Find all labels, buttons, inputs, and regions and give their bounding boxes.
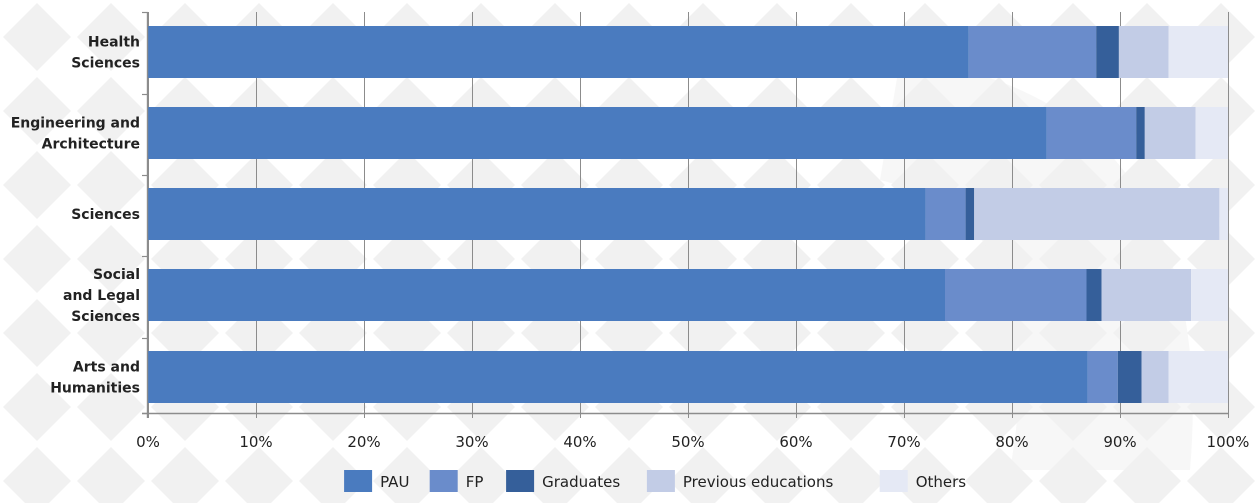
category-label: Sciences — [71, 207, 140, 223]
bar-segment — [1219, 188, 1228, 240]
legend-swatch — [646, 470, 675, 492]
legend-label: FP — [466, 473, 484, 491]
bar-segment — [1141, 351, 1169, 403]
bar-segment — [1101, 269, 1192, 321]
legend-label: Graduates — [542, 473, 620, 491]
category-label: Social and Legal Sciences — [63, 267, 140, 325]
bar-segment — [1168, 351, 1228, 403]
legend-label: Others — [916, 473, 967, 491]
axes — [142, 11, 1229, 418]
legend-item: Graduates — [506, 470, 620, 492]
x-tick-label: 80% — [995, 433, 1028, 451]
legend-item: FP — [429, 470, 484, 492]
bar-segment — [1191, 269, 1228, 321]
x-tick-label: 70% — [887, 433, 920, 451]
legend-label: PAU — [380, 473, 409, 491]
bar-segment — [1168, 26, 1228, 78]
bar-segment — [1195, 107, 1228, 159]
legend-item: Previous educations — [646, 470, 834, 492]
category-label: Arts and Humanities — [50, 360, 140, 397]
bar-segment — [965, 188, 975, 240]
legend-swatch — [429, 470, 458, 492]
bar-segment — [148, 351, 1088, 403]
bar-segment — [1136, 107, 1145, 159]
x-tick-label: 40% — [563, 433, 596, 451]
x-tick-label: 10% — [239, 433, 272, 451]
category-label: Health Sciences — [71, 35, 140, 72]
category-labels: Health Sciences Engineering and Architectur… — [11, 35, 140, 397]
x-tick-label: 60% — [779, 433, 812, 451]
x-tick-label: 30% — [455, 433, 488, 451]
legend-swatch — [506, 470, 535, 492]
x-tick-label: 20% — [347, 433, 380, 451]
bar-segment — [968, 26, 1097, 78]
bar-segment — [1118, 26, 1169, 78]
legend-swatch — [879, 470, 908, 492]
bar-segment — [148, 188, 926, 240]
bar-segment — [1096, 26, 1119, 78]
legend-swatch — [344, 470, 373, 492]
bar-segment — [1086, 269, 1102, 321]
bar-segment — [148, 26, 969, 78]
legend-item: Others — [879, 470, 967, 492]
bar-segment — [1117, 351, 1142, 403]
bar-segment — [148, 107, 1047, 159]
legend-item: PAU — [344, 470, 409, 492]
bar-segment — [925, 188, 966, 240]
category-label: Engineering and Architecture — [11, 116, 140, 153]
legend: PAU FP Graduates Previous educations Others — [344, 470, 966, 492]
legend-label: Previous educations — [683, 473, 834, 491]
x-tick-label: 90% — [1103, 433, 1136, 451]
bar-segment — [1087, 351, 1118, 403]
x-tick-label: 50% — [671, 433, 704, 451]
x-tick-labels: 0% 10% 20% 30% 40% 50% 60% 70% 80% 90% 100% — [136, 433, 1249, 451]
bars — [148, 26, 1228, 403]
x-tick-label: 100% — [1207, 433, 1250, 451]
x-tick-label: 0% — [136, 433, 160, 451]
bar-segment — [1046, 107, 1137, 159]
bar-segment — [148, 269, 945, 321]
bar-segment — [974, 188, 1220, 240]
bar-segment — [1144, 107, 1196, 159]
bar-segment — [945, 269, 1087, 321]
